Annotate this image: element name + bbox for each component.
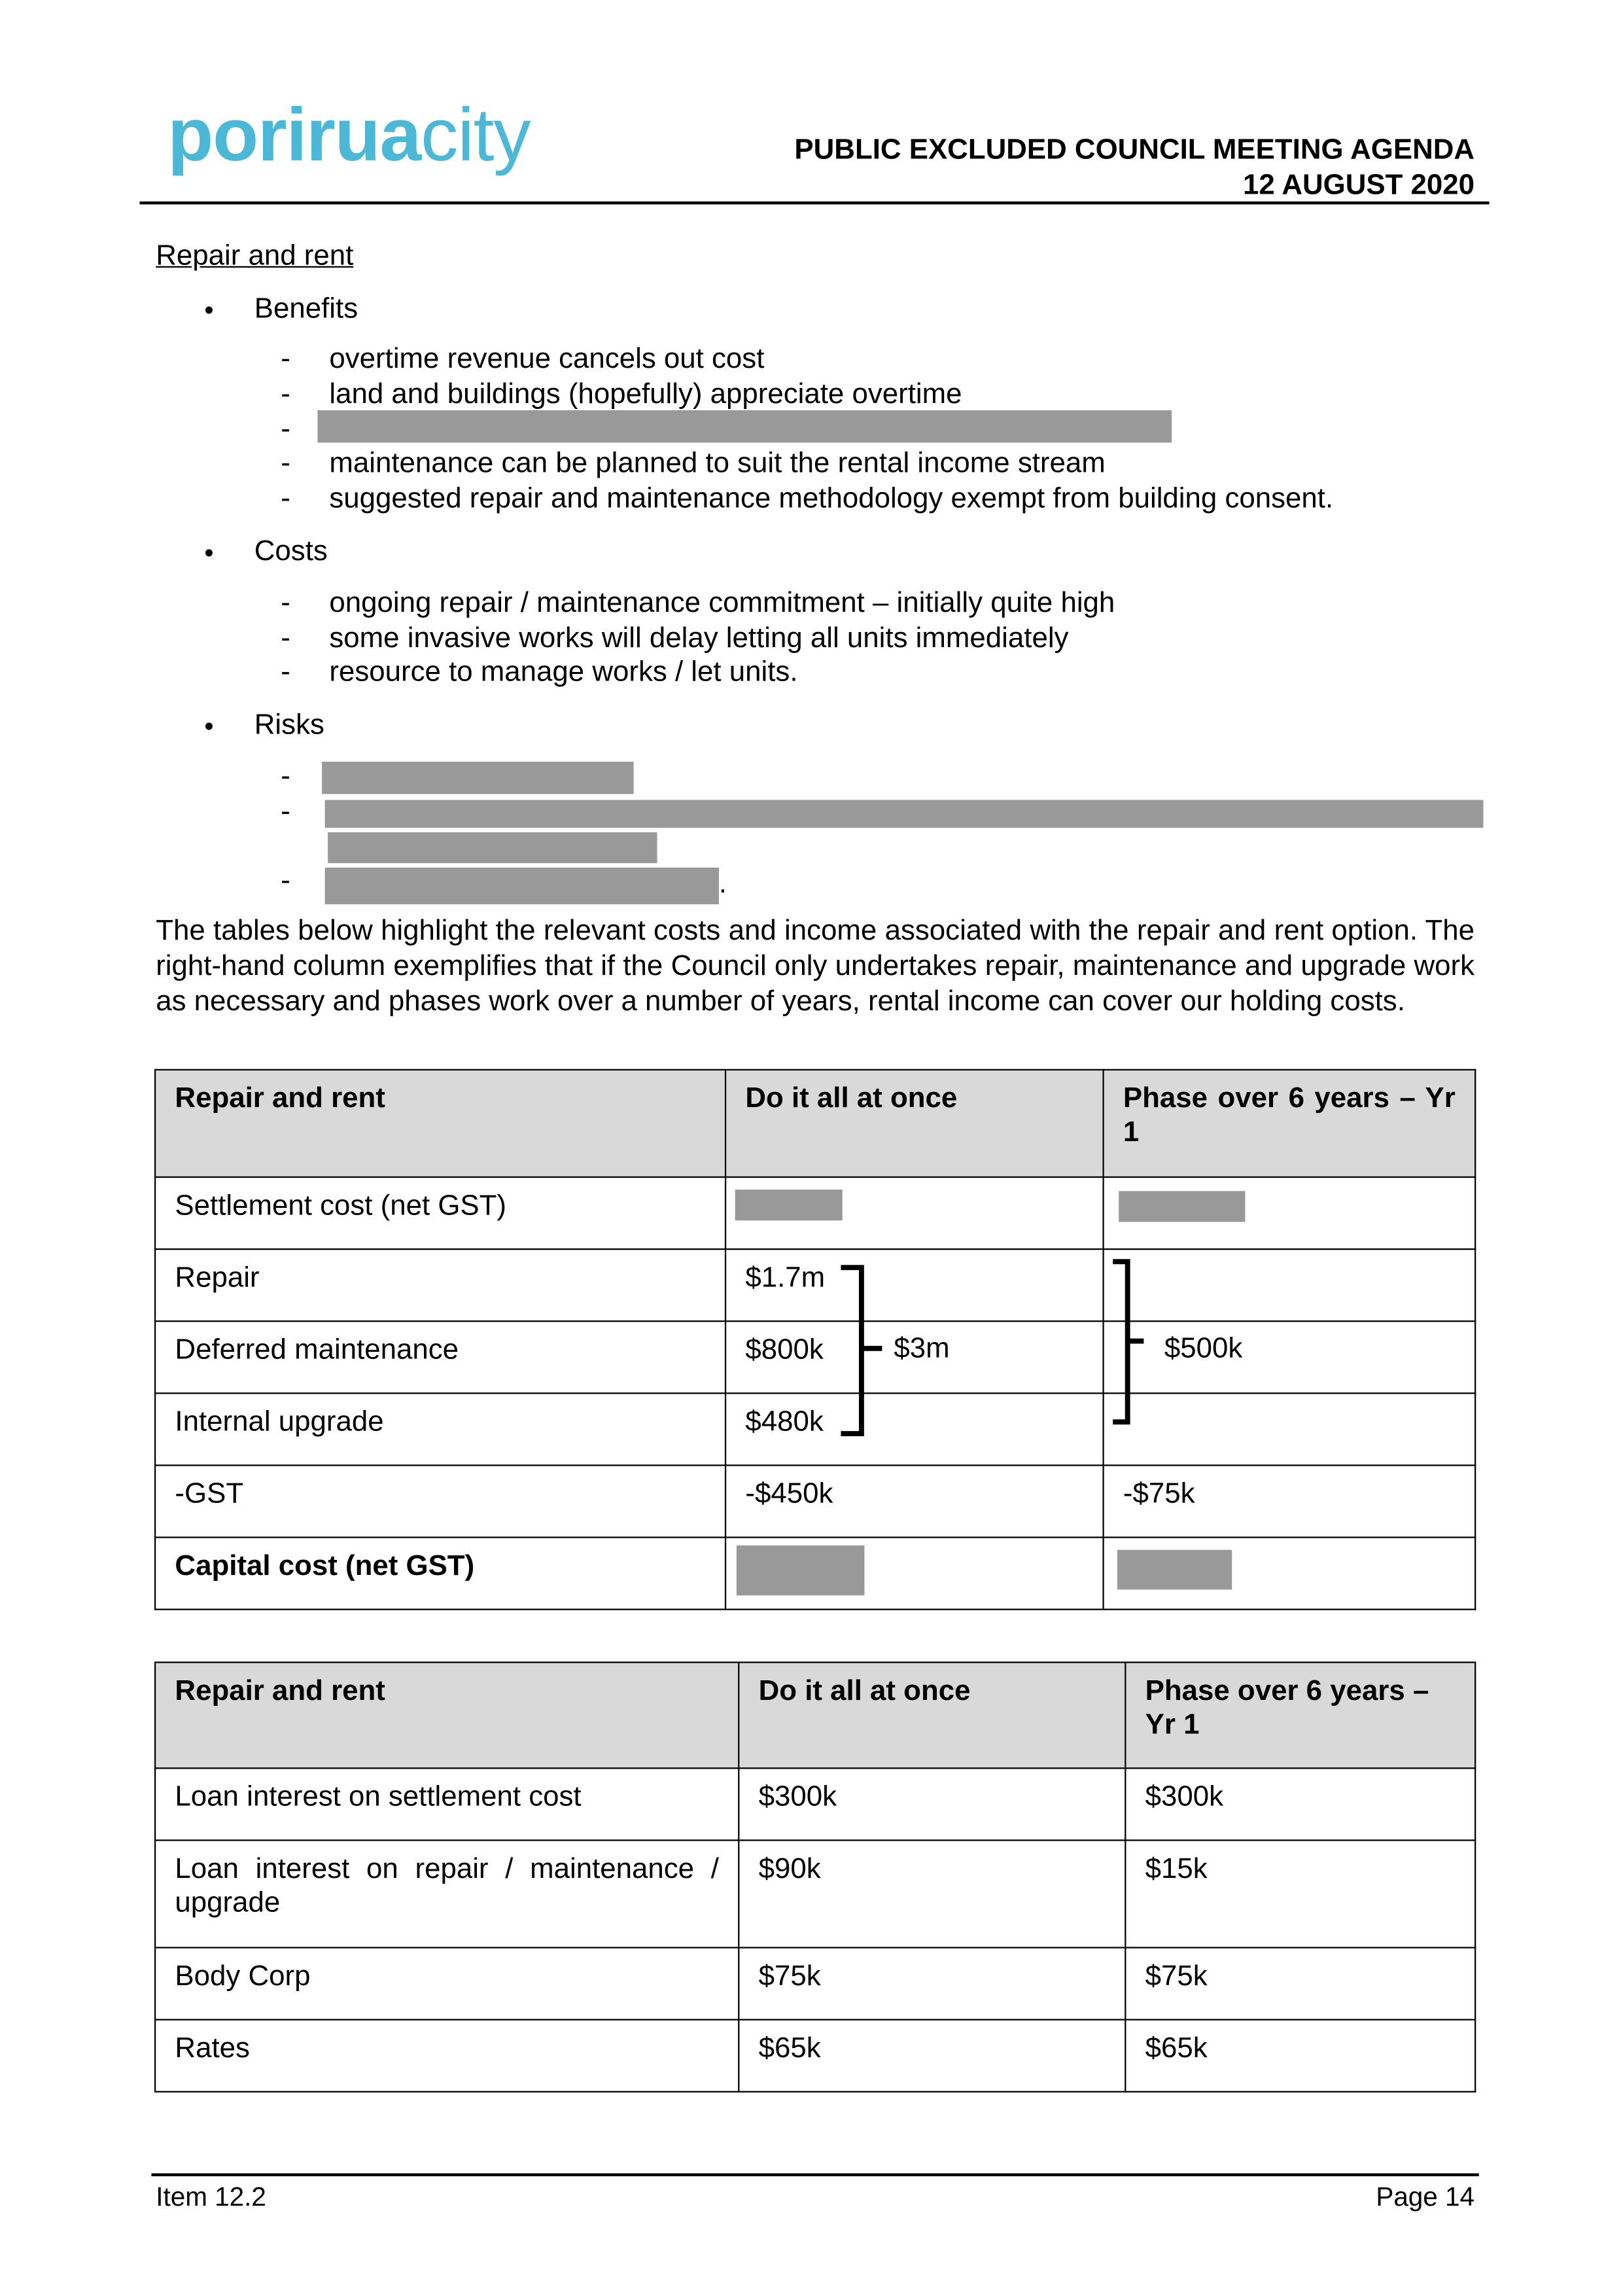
table-row: Rates $65k $65k xyxy=(154,2019,1476,2093)
cell: $65k xyxy=(738,2019,1126,2093)
row-label: Loan interest on repair / maintenance / … xyxy=(154,1839,740,1949)
redaction xyxy=(324,800,1484,828)
cell: -$450k xyxy=(724,1464,1104,1538)
row-label: -GST xyxy=(154,1464,727,1538)
cell: $75k xyxy=(738,1947,1126,2021)
list-item: suggested repair and maintenance methodo… xyxy=(329,482,1334,515)
cell xyxy=(1102,1392,1476,1466)
group-total-phased: $500k xyxy=(1164,1332,1243,1365)
column-header: Do it all at once xyxy=(738,1661,1126,1769)
dash: - xyxy=(281,586,290,620)
section-heading: Repair and rent xyxy=(156,239,354,272)
list-item: maintenance can be planned to suit the r… xyxy=(329,447,1106,480)
cell: $75k xyxy=(1125,1947,1476,2021)
footer-item: Item 12.2 xyxy=(156,2181,266,2212)
redaction xyxy=(1119,1191,1246,1222)
table-row: Capital cost (net GST) xyxy=(154,1536,1476,1610)
cell: $15k xyxy=(1125,1839,1476,1949)
bracket-phased xyxy=(1113,1259,1144,1425)
body-paragraph: The tables below highlight the relevant … xyxy=(156,914,1475,1018)
redaction xyxy=(1117,1549,1232,1590)
redaction xyxy=(735,1190,843,1221)
group-total-do-all-at-once: $3m xyxy=(894,1332,950,1365)
header-divider xyxy=(139,201,1490,204)
agenda-date: 12 AUGUST 2020 xyxy=(1243,169,1475,202)
cell xyxy=(1102,1176,1476,1250)
table-header-row: Repair and rent Do it all at once Phase ov… xyxy=(154,1661,1476,1769)
footer-page-number: Page 14 xyxy=(1376,2181,1475,2212)
row-label: Body Corp xyxy=(154,1947,740,2021)
list-item: resource to manage works / let units. xyxy=(329,656,798,688)
benefits-label: Benefits xyxy=(254,292,358,325)
cell: $300k xyxy=(1125,1767,1476,1841)
dash: - xyxy=(281,413,290,446)
list-item: ongoing repair / maintenance commitment … xyxy=(329,586,1115,620)
bullet-icon: • xyxy=(204,538,214,568)
cell: $480k xyxy=(724,1392,1104,1466)
dash: - xyxy=(281,622,290,655)
column-header: Phase over 6 years – Yr 1 xyxy=(1125,1661,1476,1769)
cell: -$75k xyxy=(1102,1464,1476,1538)
redaction xyxy=(736,1545,865,1596)
cell: $300k xyxy=(738,1767,1126,1841)
income-table: Repair and rent Do it all at once Phase ov… xyxy=(154,1661,1476,2093)
column-header: Repair and rent xyxy=(154,1661,740,1769)
footer-divider xyxy=(151,2173,1479,2177)
cell xyxy=(1102,1320,1476,1394)
row-label: Settlement cost (net GST) xyxy=(154,1176,727,1250)
risks-label: Risks xyxy=(254,709,324,741)
period: . xyxy=(718,867,727,900)
list-item: land and buildings (hopefully) appreciat… xyxy=(329,378,962,410)
dash: - xyxy=(281,656,290,688)
table-row: Loan interest on repair / maintenance / … xyxy=(154,1839,1476,1949)
column-header: Do it all at once xyxy=(724,1069,1104,1178)
porirua-city-logo: poriruacity xyxy=(167,92,531,177)
list-item: overtime revenue cancels out cost xyxy=(329,342,765,376)
row-label: Repair xyxy=(154,1248,727,1322)
dash: - xyxy=(281,378,290,410)
agenda-title: PUBLIC EXCLUDED COUNCIL MEETING AGENDA xyxy=(794,133,1475,166)
column-header: Repair and rent xyxy=(154,1069,727,1178)
bullet-icon: • xyxy=(204,711,214,741)
costs-label: Costs xyxy=(254,535,328,568)
cell xyxy=(1102,1536,1476,1610)
bracket-do-all-at-once xyxy=(841,1265,882,1437)
row-label: Internal upgrade xyxy=(154,1392,727,1466)
table-row: Settlement cost (net GST) xyxy=(154,1176,1476,1250)
cell xyxy=(724,1536,1104,1610)
table-row: Repair $1.7m xyxy=(154,1248,1476,1322)
redaction xyxy=(324,867,719,905)
redaction xyxy=(317,410,1172,443)
table-row: Loan interest on settlement cost $300k $30… xyxy=(154,1767,1476,1841)
redaction xyxy=(328,832,657,864)
table-row: Internal upgrade $480k xyxy=(154,1392,1476,1466)
dash: - xyxy=(281,482,290,515)
cell: $1.7m xyxy=(724,1248,1104,1322)
dash: - xyxy=(281,795,290,828)
dash: - xyxy=(281,760,290,793)
row-label: Rates xyxy=(154,2019,740,2093)
cell: $90k xyxy=(738,1839,1126,1949)
row-label: Capital cost (net GST) xyxy=(154,1536,727,1610)
column-header: Phase over 6 years – Yr 1 xyxy=(1102,1069,1476,1178)
list-item: some invasive works will delay letting a… xyxy=(329,622,1069,655)
dash: - xyxy=(281,864,290,897)
cell xyxy=(724,1176,1104,1250)
table-header-row: Repair and rent Do it all at once Phase ov… xyxy=(154,1069,1476,1178)
cell: $65k xyxy=(1125,2019,1476,2093)
redaction xyxy=(322,762,634,794)
bullet-icon: • xyxy=(204,295,214,325)
row-label: Loan interest on settlement cost xyxy=(154,1767,740,1841)
cell xyxy=(1102,1248,1476,1322)
table-row: Deferred maintenance $800k xyxy=(154,1320,1476,1394)
costs-table: Repair and rent Do it all at once Phase ov… xyxy=(154,1069,1476,1610)
dash: - xyxy=(281,342,290,376)
table-row: -GST -$450k -$75k xyxy=(154,1464,1476,1538)
dash: - xyxy=(281,447,290,480)
cell: $800k xyxy=(724,1320,1104,1394)
row-label: Deferred maintenance xyxy=(154,1320,727,1394)
table-row: Body Corp $75k $75k xyxy=(154,1947,1476,2021)
